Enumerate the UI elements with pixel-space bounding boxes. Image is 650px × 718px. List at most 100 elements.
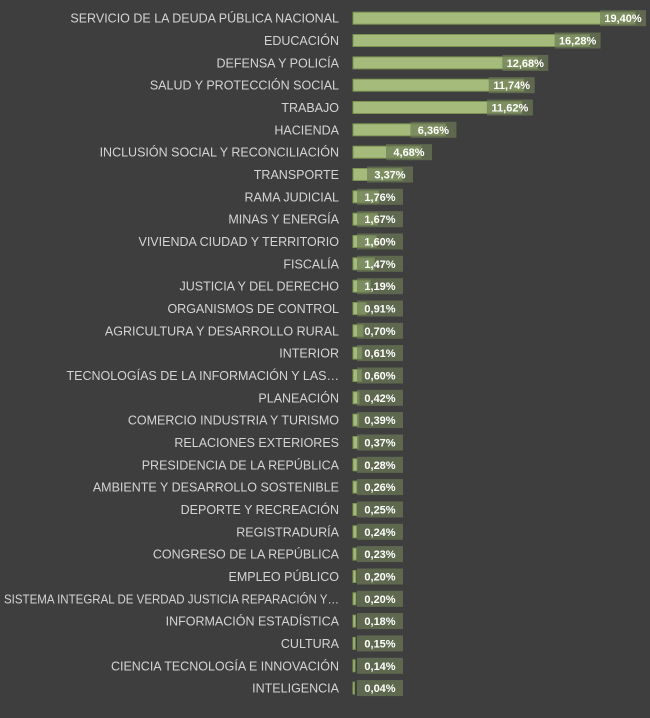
value-label: 0,24% xyxy=(364,527,395,539)
category-label: DEPORTE Y RECREACIÓN xyxy=(181,502,339,517)
value-label-box xyxy=(357,188,403,205)
value-label: 0,91% xyxy=(364,304,395,316)
category-label: CONGRESO DE LA REPÚBLICA xyxy=(153,547,340,562)
category-label: PRESIDENCIA DE LA REPÚBLICA xyxy=(142,457,340,472)
value-label-box xyxy=(357,233,403,250)
value-label-box xyxy=(357,479,403,496)
value-label-box xyxy=(357,300,403,317)
value-label-box xyxy=(554,32,601,49)
category-labels: SERVICIO DE LA DEUDA PÚBLICA NACIONAL EDU… xyxy=(4,11,340,696)
category-label: TECNOLOGÍAS DE LA INFORMACIÓN Y LAS… xyxy=(66,368,339,383)
value-label-box xyxy=(386,144,432,161)
value-label-box xyxy=(357,211,403,228)
value-label-box xyxy=(488,77,535,94)
value-label: 11,74% xyxy=(493,80,530,92)
bar xyxy=(352,11,636,25)
category-label: CULTURA xyxy=(281,637,340,651)
value-label-box xyxy=(357,657,403,674)
bar xyxy=(352,458,358,472)
value-label-box xyxy=(357,345,403,362)
value-label-box xyxy=(357,322,403,339)
value-label-box xyxy=(357,412,403,429)
value-label: 0,26% xyxy=(364,482,395,494)
value-label-box xyxy=(502,54,549,71)
bar xyxy=(352,659,356,673)
value-label: 6,36% xyxy=(418,125,449,137)
value-label: 0,15% xyxy=(364,638,395,650)
value-label-box xyxy=(357,523,403,540)
value-label: 0,60% xyxy=(364,371,395,383)
value-label: 1,76% xyxy=(364,192,395,204)
category-label: INTELIGENCIA xyxy=(252,682,339,696)
bar xyxy=(352,34,591,47)
category-label: AGRICULTURA Y DESARROLLO RURAL xyxy=(105,324,339,338)
category-label: SALUD Y PROTECCIÓN SOCIAL xyxy=(150,78,339,93)
value-label: 0,39% xyxy=(364,415,395,427)
value-label-box xyxy=(600,10,646,27)
category-label: MINAS Y ENERGÍA xyxy=(228,212,339,227)
value-label: 12,68% xyxy=(507,58,545,70)
value-label-box xyxy=(357,613,403,630)
value-label-box xyxy=(357,501,403,518)
bar xyxy=(352,547,357,561)
value-label-box xyxy=(357,590,403,607)
category-label: FISCALÍA xyxy=(283,256,339,271)
category-label: EMPLEO PÚBLICO xyxy=(229,569,340,584)
value-label: 1,47% xyxy=(364,259,395,271)
category-label: EDUCACIÓN xyxy=(264,33,339,48)
value-label: 0,42% xyxy=(364,393,395,405)
value-label: 0,14% xyxy=(364,661,395,673)
value-label-box xyxy=(410,121,457,138)
value-label-box xyxy=(367,166,413,183)
bar xyxy=(352,636,356,650)
value-label-box xyxy=(486,99,533,116)
bar xyxy=(352,681,355,695)
value-label: 0,20% xyxy=(364,572,395,584)
category-label: AMBIENTE Y DESARROLLO SOSTENIBLE xyxy=(93,481,339,495)
category-label: HACIENDA xyxy=(274,123,339,137)
category-label: ORGANISMOS DE CONTROL xyxy=(167,302,339,316)
value-label: 0,61% xyxy=(364,348,395,360)
value-label: 0,37% xyxy=(364,438,395,450)
value-labels: 19,40% 16,28% 12,68% 11,74% 11,62% 6,36% 4,68%… xyxy=(364,13,641,695)
bar xyxy=(352,503,358,516)
value-label: 3,37% xyxy=(374,170,405,182)
value-label: 11,62% xyxy=(492,103,529,115)
value-label: 1,67% xyxy=(364,214,395,226)
value-label-box xyxy=(357,434,403,451)
value-label: 0,25% xyxy=(364,505,395,517)
category-label: RAMA JUDICIAL xyxy=(245,190,340,204)
value-label: 16,28% xyxy=(559,36,597,48)
value-label-box xyxy=(357,367,403,384)
value-label: 0,28% xyxy=(364,460,395,472)
value-label-box xyxy=(357,278,403,295)
value-label-boxes xyxy=(357,10,646,697)
category-label: INTERIOR xyxy=(279,347,339,361)
value-label: 4,68% xyxy=(393,147,424,159)
value-label-box xyxy=(357,680,403,697)
bar xyxy=(352,525,357,539)
value-label-box xyxy=(357,635,403,652)
value-label: 19,40% xyxy=(604,13,642,25)
category-label: PLANEACIÓN xyxy=(258,390,339,405)
bar xyxy=(352,592,357,606)
value-label: 0,18% xyxy=(364,616,395,628)
category-label: REGISTRADURÍA xyxy=(236,524,339,539)
bar xyxy=(352,480,358,494)
value-label: 0,23% xyxy=(364,549,395,561)
category-label: RELACIONES EXTERIORES xyxy=(174,436,339,450)
value-label: 0,20% xyxy=(364,594,395,606)
value-label-box xyxy=(357,255,403,272)
category-label: COMERCIO INDUSTRIA Y TURISMO xyxy=(128,414,339,428)
category-label: TRANSPORTE xyxy=(254,168,339,182)
value-label-box xyxy=(357,546,403,563)
value-label: 0,70% xyxy=(364,326,395,338)
value-label: 0,04% xyxy=(364,683,395,695)
category-label: TRABAJO xyxy=(281,101,339,115)
bar xyxy=(352,570,357,583)
value-label-box xyxy=(357,456,403,473)
bar xyxy=(352,614,357,628)
category-label: DEFENSA Y POLICÍA xyxy=(216,55,339,70)
category-label: JUSTICIA Y DEL DERECHO xyxy=(179,280,339,294)
value-label: 1,19% xyxy=(364,281,395,293)
